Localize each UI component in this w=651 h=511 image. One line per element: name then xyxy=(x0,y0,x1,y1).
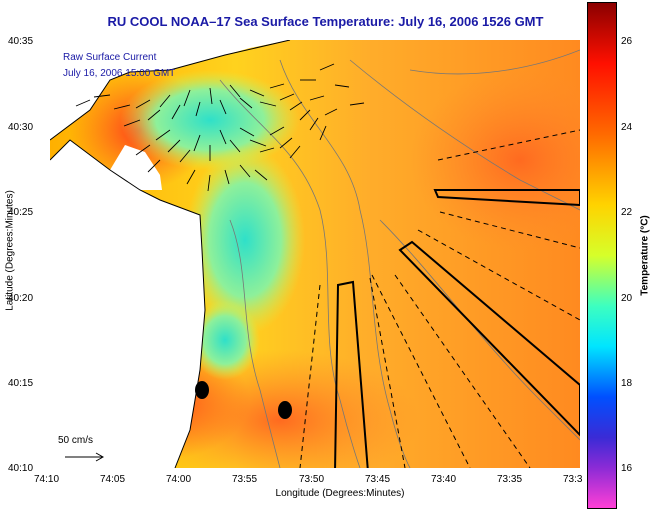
x-tick-label: 74:10 xyxy=(34,474,60,485)
colorbar-tick: 26 xyxy=(621,36,633,47)
x-tick-label: 73:40 xyxy=(431,474,457,485)
scale-arrow xyxy=(65,452,105,462)
station-marker xyxy=(278,401,292,419)
x-tick-label: 73:45 xyxy=(365,474,391,485)
transect-lines xyxy=(299,129,580,468)
coastline xyxy=(50,40,291,141)
cool-plume xyxy=(185,145,305,335)
colorbar-tick: 24 xyxy=(621,122,633,133)
current-annotation-line2: July 16, 2006 15:00 GMT xyxy=(63,68,176,79)
colorbar-tick: 20 xyxy=(621,293,633,304)
cool-plume xyxy=(120,70,300,170)
colorbar-label: Temperature (°C) xyxy=(639,215,651,296)
colorbar-tick: 18 xyxy=(621,378,633,389)
land-bay xyxy=(110,145,162,190)
current-annotation-line1: Raw Surface Current xyxy=(63,52,157,63)
colorbar xyxy=(587,2,617,509)
surface-current-vectors xyxy=(75,63,365,192)
y-tick-label: 40:10 xyxy=(8,463,34,474)
x-tick-label: 73:50 xyxy=(299,474,325,485)
land-nj xyxy=(50,40,205,468)
bathymetry-contours xyxy=(219,49,580,468)
x-tick-label: 73:55 xyxy=(232,474,258,485)
y-tick-label: 40:25 xyxy=(8,207,34,218)
x-tick-label: 74:05 xyxy=(100,474,126,485)
y-tick-label: 40:20 xyxy=(8,293,34,304)
x-tick-label: 74:00 xyxy=(166,474,192,485)
sst-map xyxy=(50,40,580,468)
x-tick-label: 73:3 xyxy=(563,474,583,485)
y-tick-label: 40:15 xyxy=(8,378,34,389)
x-tick-label: 73:35 xyxy=(497,474,523,485)
y-tick-label: 40:30 xyxy=(8,122,34,133)
cool-plume xyxy=(190,300,260,380)
scale-label: 50 cm/s xyxy=(58,435,94,446)
colorbar-tick: 16 xyxy=(621,463,633,474)
y-tick-label: 40:35 xyxy=(8,36,34,47)
x-axis-label: Longitude (Degrees:Minutes) xyxy=(275,488,405,499)
y-axis-label: Latitude (Degrees:Minutes) xyxy=(4,190,16,311)
land-north xyxy=(50,40,290,140)
warm-patch xyxy=(410,70,580,250)
colorbar-tick: 22 xyxy=(621,207,633,218)
map-title: RU COOL NOAA–17 Sea Surface Temperature:… xyxy=(107,14,544,29)
station-marker xyxy=(195,381,209,399)
